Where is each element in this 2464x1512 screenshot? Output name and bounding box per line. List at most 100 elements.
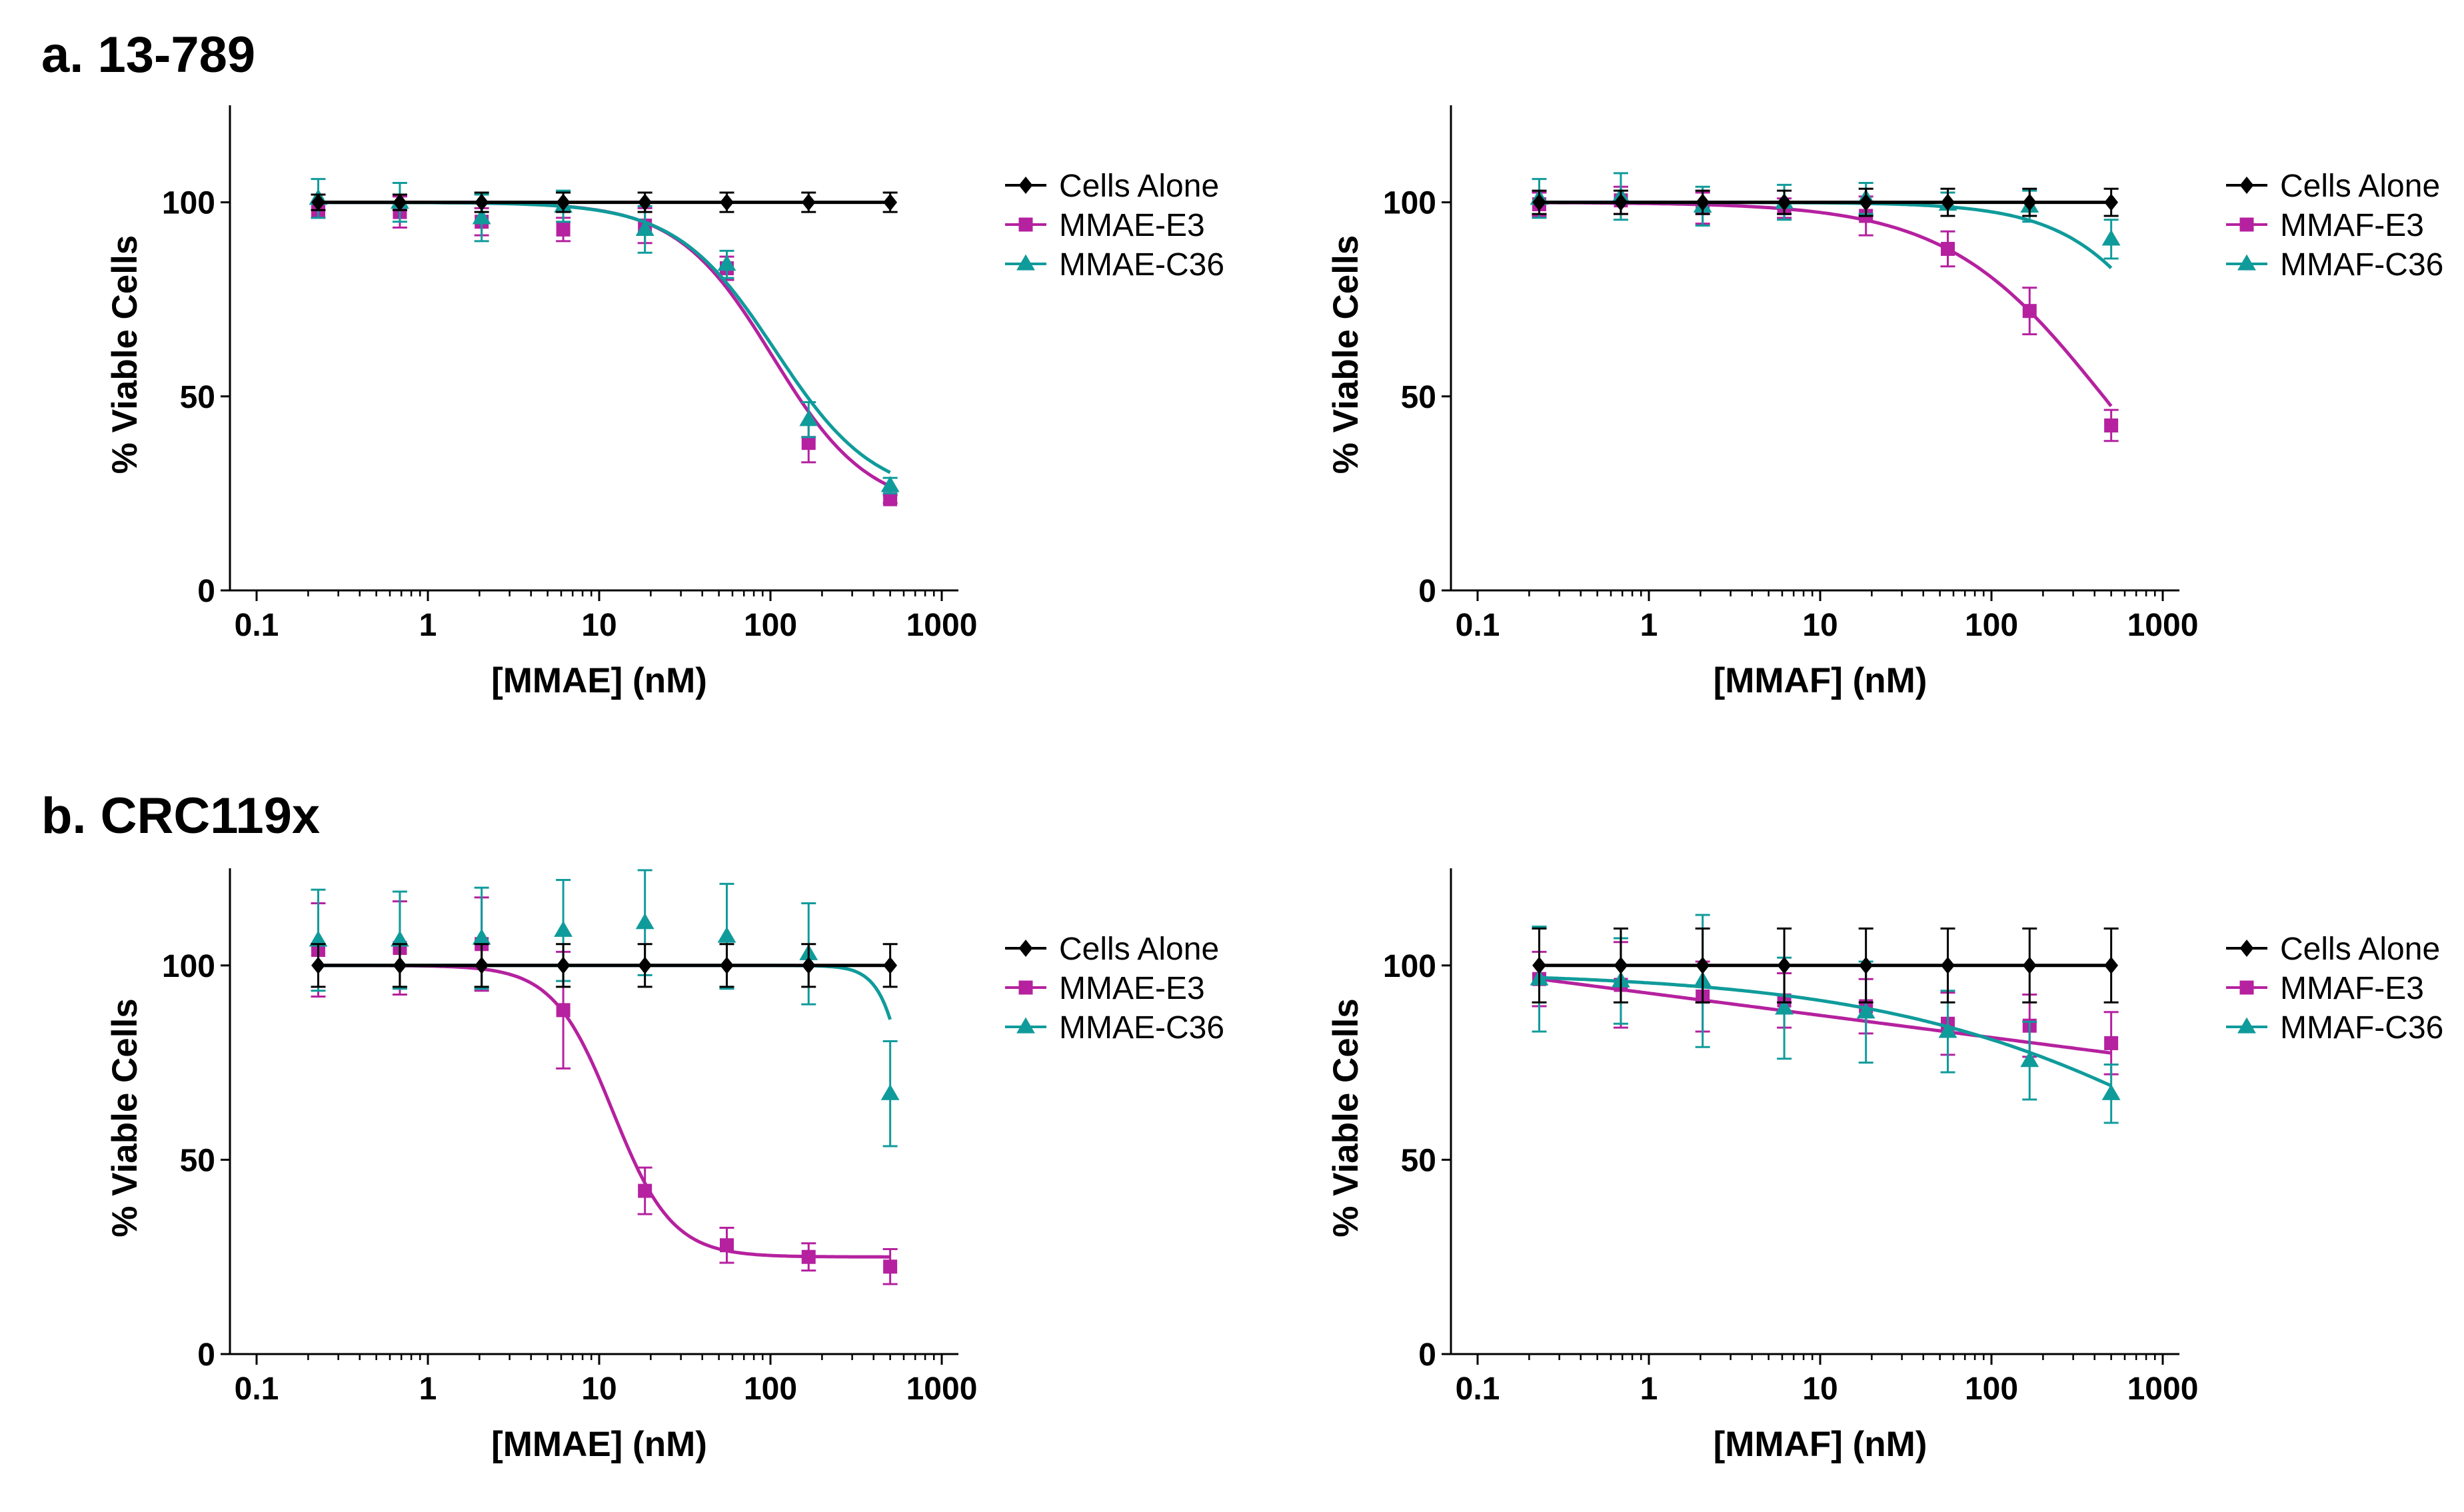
legend-marker bbox=[1016, 1017, 1035, 1034]
legend-entry: MMAE-E3 bbox=[1005, 971, 1205, 1006]
data-point bbox=[719, 1238, 734, 1253]
data-point bbox=[1941, 956, 1955, 974]
panel-b-title: b. CRC119x bbox=[41, 788, 320, 844]
legend-label: Cells Alone bbox=[2280, 169, 2440, 204]
x-tick-label: 100 bbox=[1965, 1371, 2018, 1407]
data-point bbox=[2104, 1036, 2119, 1050]
data-point bbox=[475, 193, 489, 211]
y-tick-label: 50 bbox=[180, 1143, 215, 1178]
y-tick-label: 50 bbox=[1401, 380, 1436, 415]
legend-label: MMAF-C36 bbox=[2280, 1010, 2443, 1046]
legend-marker bbox=[2239, 980, 2254, 995]
data-point bbox=[883, 492, 898, 506]
data-point bbox=[391, 930, 409, 947]
legend-label: MMAF-C36 bbox=[2280, 247, 2443, 283]
x-axis-label: [MMAE] (nM) bbox=[491, 661, 707, 700]
data-point bbox=[1532, 193, 1546, 211]
data-point bbox=[883, 956, 898, 974]
chart-b-mmaf: 0 50 100 0.1 1 10 100 1000 [MMAF] (nM) % Viable C… bbox=[1326, 868, 2443, 1464]
data-point bbox=[309, 930, 328, 947]
legend-entry: Cells Alone bbox=[1005, 169, 1219, 204]
data-point bbox=[638, 956, 652, 974]
data-point bbox=[635, 913, 654, 930]
data-point bbox=[2022, 956, 2037, 974]
fit-curve bbox=[318, 964, 890, 1259]
y-axis-label: % Viable Cells bbox=[1326, 998, 1366, 1237]
legend-entry: MMAE-C36 bbox=[1005, 247, 1224, 283]
x-axis-label: [MMAE] (nM) bbox=[491, 1425, 707, 1464]
legend-label: Cells Alone bbox=[2280, 932, 2440, 967]
legend-label: MMAE-C36 bbox=[1059, 247, 1224, 283]
series-cells-alone bbox=[1532, 927, 2119, 1004]
fit-curve bbox=[318, 964, 892, 1020]
legend-label: Cells Alone bbox=[1059, 932, 1219, 967]
data-point bbox=[883, 193, 898, 211]
x-tick-label: 0.1 bbox=[235, 1371, 279, 1407]
y-axis-label: % Viable Cells bbox=[105, 235, 145, 474]
y-axis-label: % Viable Cells bbox=[1326, 235, 1366, 474]
data-point bbox=[556, 193, 571, 211]
data-point bbox=[2101, 1084, 2121, 1100]
x-tick-label: 1 bbox=[419, 608, 437, 643]
legend-marker bbox=[2239, 940, 2254, 957]
x-tick-label: 1 bbox=[1640, 608, 1658, 643]
data-point bbox=[801, 436, 816, 450]
data-point bbox=[801, 193, 816, 211]
x-tick-label: 10 bbox=[581, 1371, 616, 1407]
data-point bbox=[393, 956, 407, 974]
data-point bbox=[472, 928, 491, 945]
data-point bbox=[720, 193, 734, 211]
data-point bbox=[717, 255, 736, 271]
series-mmae-c36 bbox=[309, 869, 900, 1147]
x-tick-label: 1000 bbox=[2127, 1371, 2199, 1407]
y-tick-label: 50 bbox=[1401, 1143, 1436, 1178]
legend-marker bbox=[2237, 254, 2256, 271]
data-point bbox=[1938, 1022, 1957, 1038]
x-tick-label: 100 bbox=[744, 608, 797, 643]
panel-a-title: a. 13-789 bbox=[41, 27, 255, 83]
data-point bbox=[311, 956, 325, 974]
legend-entry: Cells Alone bbox=[1005, 932, 1219, 967]
legend-entry: MMAF-C36 bbox=[2226, 247, 2443, 283]
legend-label: MMAF-E3 bbox=[2280, 971, 2424, 1006]
data-point bbox=[720, 956, 734, 974]
x-axis-label: [MMAF] (nM) bbox=[1714, 1425, 1927, 1464]
data-point bbox=[638, 193, 652, 211]
data-point bbox=[2104, 956, 2119, 974]
data-point bbox=[1941, 193, 1955, 211]
series-mmae-e3 bbox=[311, 195, 898, 506]
legend-entry: MMAE-E3 bbox=[1005, 208, 1205, 243]
y-tick-label: 50 bbox=[180, 380, 215, 415]
y-axis-label: % Viable Cells bbox=[105, 998, 145, 1237]
data-point bbox=[1775, 998, 1794, 1015]
legend-marker bbox=[1016, 254, 1035, 271]
legend-marker bbox=[2239, 217, 2254, 232]
data-point bbox=[1696, 956, 1710, 974]
series-cells-alone bbox=[1532, 187, 2119, 217]
legend-marker bbox=[1018, 217, 1033, 232]
data-point bbox=[1859, 193, 1873, 211]
legend-label: Cells Alone bbox=[1059, 169, 1219, 204]
legend-entry: MMAF-E3 bbox=[2226, 971, 2424, 1006]
data-point bbox=[2104, 418, 2119, 432]
legend-marker bbox=[1018, 177, 1033, 194]
y-tick-label: 100 bbox=[1383, 949, 1436, 984]
legend-label: MMAE-E3 bbox=[1059, 208, 1205, 243]
x-tick-label: 0.1 bbox=[1456, 608, 1500, 643]
data-point bbox=[311, 193, 325, 211]
data-point bbox=[475, 956, 489, 974]
data-point bbox=[1614, 956, 1628, 974]
x-tick-label: 10 bbox=[1802, 608, 1838, 643]
data-point bbox=[1777, 193, 1792, 211]
chart-b-mmae: 0 50 100 0.1 1 10 100 1000 [MMAE] (nM) % Viable C… bbox=[105, 868, 1224, 1464]
legend-label: MMAE-E3 bbox=[1059, 971, 1205, 1006]
x-tick-label: 100 bbox=[744, 1371, 797, 1407]
y-tick-label: 100 bbox=[162, 949, 215, 984]
legend-entry: MMAF-C36 bbox=[2226, 1010, 2443, 1046]
y-tick-label: 100 bbox=[1383, 186, 1436, 221]
data-point bbox=[554, 920, 573, 937]
series-mmaf-e3 bbox=[1532, 185, 2119, 442]
legend-label: MMAE-C36 bbox=[1059, 1010, 1224, 1046]
x-tick-label: 100 bbox=[1965, 608, 2018, 643]
